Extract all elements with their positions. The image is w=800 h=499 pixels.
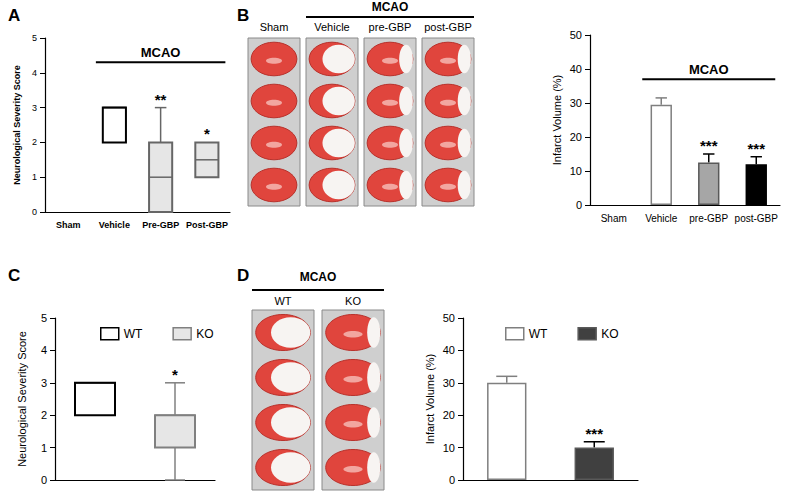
svg-text:WT: WT	[529, 327, 548, 341]
svg-text:KO: KO	[601, 327, 618, 341]
svg-text:3: 3	[41, 377, 47, 389]
svg-text:pre-GBP: pre-GBP	[689, 213, 728, 224]
svg-text:0: 0	[32, 207, 37, 217]
svg-text:C: C	[8, 266, 20, 285]
svg-text:10: 10	[443, 442, 455, 454]
svg-text:post-GBP: post-GBP	[424, 21, 472, 33]
svg-text:40: 40	[570, 63, 582, 75]
svg-text:MCAO: MCAO	[141, 45, 181, 60]
svg-text:Neurological Severity Score: Neurological Severity Score	[12, 65, 22, 185]
svg-text:WT: WT	[124, 327, 143, 341]
svg-text:0: 0	[576, 199, 582, 211]
svg-text:MCAO: MCAO	[300, 270, 337, 284]
svg-text:Infarct Volume (%): Infarct Volume (%)	[424, 354, 436, 444]
svg-text:D: D	[237, 266, 249, 285]
svg-text:30: 30	[443, 377, 455, 389]
svg-text:**: **	[155, 91, 167, 108]
svg-text:Neurological Severity Score: Neurological Severity Score	[16, 331, 28, 467]
svg-text:1: 1	[32, 172, 37, 182]
svg-text:50: 50	[570, 29, 582, 41]
svg-text:5: 5	[41, 312, 47, 324]
svg-text:20: 20	[570, 131, 582, 143]
svg-text:2: 2	[32, 137, 37, 147]
svg-text:A: A	[8, 6, 20, 25]
svg-text:2: 2	[41, 409, 47, 421]
svg-text:Post-GBP: Post-GBP	[186, 220, 228, 230]
svg-text:pre-GBP: pre-GBP	[369, 21, 412, 33]
svg-text:WT: WT	[274, 295, 291, 307]
svg-text:5: 5	[32, 33, 37, 43]
svg-text:*: *	[204, 125, 210, 142]
svg-text:40: 40	[443, 344, 455, 356]
svg-text:Vehicle: Vehicle	[645, 213, 678, 224]
svg-text:KO: KO	[345, 295, 361, 307]
svg-text:***: ***	[747, 140, 765, 157]
svg-text:MCAO: MCAO	[372, 0, 409, 14]
svg-text:B: B	[237, 6, 249, 25]
svg-text:0: 0	[41, 474, 47, 486]
svg-text:Sham: Sham	[260, 21, 289, 33]
svg-text:3: 3	[32, 103, 37, 113]
svg-text:1: 1	[41, 442, 47, 454]
svg-text:30: 30	[570, 97, 582, 109]
svg-text:50: 50	[443, 312, 455, 324]
svg-text:Sham: Sham	[56, 220, 81, 230]
svg-text:0: 0	[449, 474, 455, 486]
svg-text:Sham: Sham	[601, 213, 627, 224]
svg-text:20: 20	[443, 409, 455, 421]
svg-text:4: 4	[32, 68, 37, 78]
svg-text:Vehicle: Vehicle	[314, 21, 349, 33]
svg-text:4: 4	[41, 344, 47, 356]
svg-text:KO: KO	[196, 327, 213, 341]
svg-text:Pre-GBP: Pre-GBP	[142, 220, 179, 230]
svg-text:10: 10	[570, 165, 582, 177]
svg-text:***: ***	[700, 137, 718, 154]
svg-text:Infarct Volume (%): Infarct Volume (%)	[551, 75, 563, 165]
svg-text:Vehicle: Vehicle	[99, 220, 130, 230]
svg-text:*: *	[172, 366, 178, 383]
svg-text:***: ***	[585, 425, 603, 442]
svg-text:post-GBP: post-GBP	[735, 213, 779, 224]
svg-text:MCAO: MCAO	[689, 62, 729, 77]
